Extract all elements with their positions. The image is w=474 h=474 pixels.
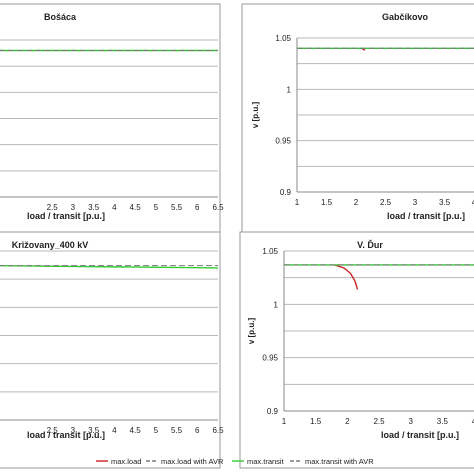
x-tick-label: 3 [71, 203, 76, 212]
chart-panel-4: 0.9 0.95 1 1.05 1 1.5 2 2.5 3 3.5 4 V. Ďur load / tr… [239, 231, 474, 469]
x-tick-label: 2 [354, 198, 359, 207]
y-axis-label: v [p.u.] [247, 318, 256, 345]
chart-panel-3: 2.5 3 3.5 4 4.5 5 5.5 6 6.5 Križovany_400 kV load … [0, 231, 224, 469]
x-tick-label: 2.5 [47, 426, 59, 435]
x-tick-label: 3.5 [88, 203, 100, 212]
legend: max.load max.load with AVR max.transit max.… [96, 457, 374, 466]
x-tick-label: 4.5 [130, 426, 142, 435]
panel-border [239, 231, 474, 469]
x-axis-label: load / transit [p.u.] [381, 430, 459, 440]
x-tick-label: 6.5 [212, 426, 224, 435]
chart-title: Križovany_400 kV [12, 240, 89, 250]
x-tick-label: 2.5 [380, 198, 392, 207]
legend-label: max.load [111, 457, 141, 466]
legend-label: max.transit [247, 457, 285, 466]
x-tick-label: 3.5 [88, 426, 100, 435]
series-line-max-load [334, 264, 359, 290]
y-tick-label: 0.95 [262, 354, 278, 363]
legend-label: max.transit with AVR [305, 457, 374, 466]
chart-panel-2: 0.9 0.95 1 1.05 1 1.5 2 2.5 3 3.5 4 Gabčíkovo load /… [241, 3, 474, 233]
x-tick-label: 1 [295, 198, 300, 207]
x-tick-label: 3 [408, 417, 413, 426]
x-tick-label: 2 [345, 417, 350, 426]
series-group [0, 265, 218, 269]
x-tick-label: 6 [195, 426, 200, 435]
x-tick-label: 1 [282, 417, 287, 426]
chart-panel-1: 2.5 3 3.5 4 4.5 5 5.5 6 6.5 Bošáca load / transit … [0, 3, 224, 233]
x-axis-label: load / transit [p.u.] [27, 211, 105, 221]
panel-border [0, 231, 221, 469]
y-tick-label: 0.9 [280, 188, 292, 197]
y-tick-label: 1 [287, 85, 292, 94]
x-tick-label: 4 [472, 417, 474, 426]
chart-title: Gabčíkovo [382, 12, 429, 22]
series-group [297, 47, 474, 51]
x-tick-label: 4 [112, 426, 117, 435]
y-tick-label: 1 [274, 300, 279, 309]
x-tick-label: 6 [195, 203, 200, 212]
legend-label: max.load with AVR [161, 457, 224, 466]
y-axis-label: v [p.u.] [251, 102, 260, 129]
x-tick-label: 5.5 [171, 426, 183, 435]
x-tick-label: 6.5 [212, 203, 224, 212]
x-tick-label: 2.5 [373, 417, 385, 426]
x-tick-label: 1.5 [321, 198, 333, 207]
x-tick-label: 3.5 [439, 198, 451, 207]
x-tick-label: 5.5 [171, 203, 183, 212]
y-tick-label: 1.05 [275, 34, 291, 43]
x-tick-label: 2.5 [47, 203, 59, 212]
panel-border [241, 3, 474, 233]
x-tick-label: 3.5 [437, 417, 449, 426]
chart-title: Bošáca [44, 12, 77, 22]
x-tick-label: 1.5 [310, 417, 322, 426]
y-tick-label: 1.05 [262, 247, 278, 256]
y-tick-label: 0.9 [267, 407, 279, 416]
x-tick-label: 4 [112, 203, 117, 212]
x-tick-label: 3 [413, 198, 418, 207]
chart-title: V. Ďur [357, 239, 383, 250]
x-tick-label: 3 [71, 426, 76, 435]
x-tick-label: 5 [154, 203, 159, 212]
x-tick-label: 5 [154, 426, 159, 435]
y-tick-label: 0.95 [275, 137, 291, 146]
series-group [284, 264, 474, 290]
x-tick-label: 4 [472, 198, 474, 207]
x-tick-label: 4.5 [130, 203, 142, 212]
x-axis-label: load / transit [p.u.] [387, 211, 465, 221]
x-axis-label: load / transit [p.u.] [27, 430, 105, 440]
